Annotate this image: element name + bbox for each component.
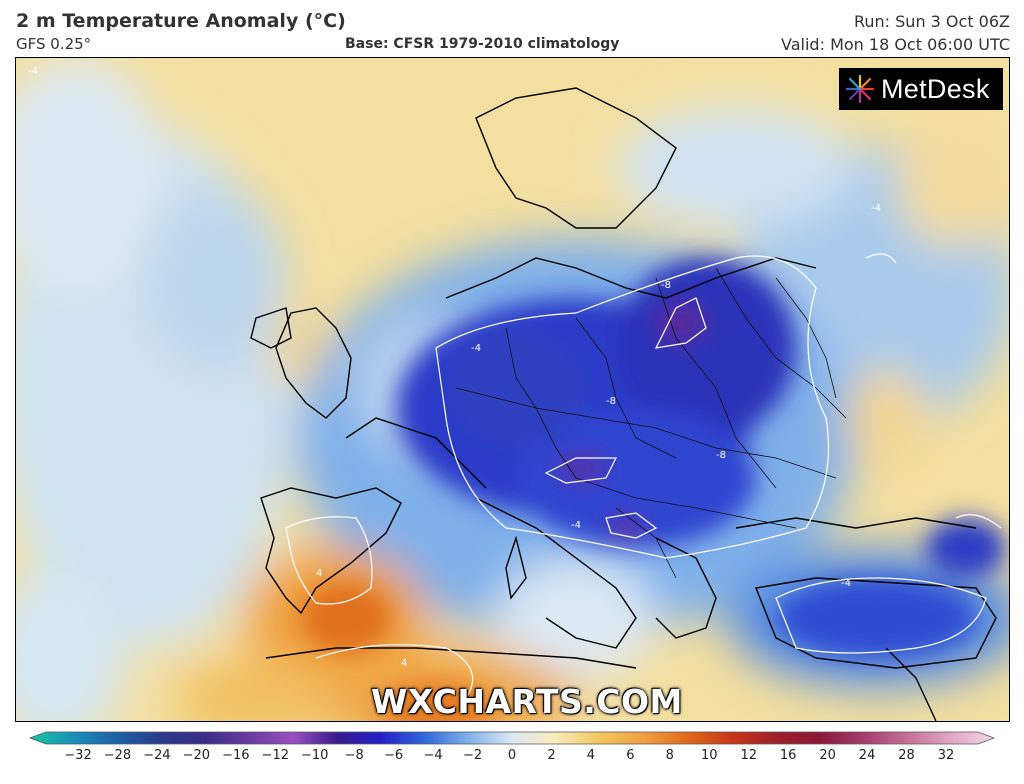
contour-label: 4 [401, 658, 408, 669]
legend-tick-label: 16 [779, 748, 797, 763]
legend-tick-label: 8 [665, 748, 674, 763]
contour-label: -8 [606, 396, 616, 407]
legend-tick-label: 2 [547, 748, 556, 763]
legend-tick-label: 12 [740, 748, 757, 763]
contour-label: -4 [871, 203, 881, 214]
legend-tick-label: 20 [819, 748, 836, 763]
legend-tick-label: −10 [301, 748, 329, 763]
legend-tick-label: −12 [261, 748, 289, 763]
legend-tick-label: 28 [898, 748, 915, 763]
valid-time-label: Valid: Mon 18 Oct 06:00 UTC [781, 35, 1010, 54]
map-canvas [16, 58, 1009, 721]
contour-label: -4 [841, 578, 851, 589]
color-scale-legend [28, 731, 996, 745]
model-label: GFS 0.25° [16, 35, 92, 53]
base-climatology-label: Base: CFSR 1979-2010 climatology [345, 36, 620, 52]
legend-tick-label: −2 [462, 748, 483, 763]
legend-tick-label: −28 [103, 748, 132, 763]
legend-tick-label: −4 [423, 748, 443, 763]
metdesk-logo: MetDesk [839, 68, 1003, 110]
legend-tick-label: −32 [64, 748, 92, 763]
contour-label: -4 [28, 66, 38, 77]
legend-tick-label: 0 [507, 748, 517, 763]
contour-label: -4 [571, 520, 581, 531]
legend-tick-label: −24 [143, 748, 171, 763]
contour-label: -8 [716, 450, 726, 461]
legend-tick-label: 32 [937, 748, 955, 763]
legend-tick-label: 4 [586, 748, 596, 763]
contour-label: -4 [471, 343, 481, 354]
chart-title: 2 m Temperature Anomaly (°C) [16, 10, 346, 32]
anomaly-map[interactable]: MetDesk -4 -8 -4 -8 -4 4 -4 -8 4 -4 WXCH… [15, 57, 1010, 722]
legend-tick-label: −8 [344, 748, 364, 763]
coastlines [250, 87, 997, 721]
legend-tick-label: −16 [222, 748, 250, 763]
contour-label: -8 [661, 280, 671, 291]
run-time-label: Run: Sun 3 Oct 06Z [853, 12, 1010, 31]
color-scale-bar [28, 731, 996, 745]
legend-tick-label: −20 [182, 748, 211, 763]
legend-tick-label: 10 [700, 748, 718, 763]
anomaly-field-core [301, 258, 1006, 721]
legend-tick-label: 24 [858, 748, 876, 763]
legend-tick-label: 6 [626, 748, 635, 763]
logo-text: MetDesk [881, 73, 990, 104]
anomaly-contours [285, 253, 1002, 699]
legend-tick-label: −6 [384, 748, 404, 763]
wxcharts-watermark: WXCHARTS.COM [371, 682, 683, 721]
contour-label: 4 [316, 568, 323, 579]
country-borders [455, 267, 847, 579]
starburst-icon [845, 74, 875, 104]
